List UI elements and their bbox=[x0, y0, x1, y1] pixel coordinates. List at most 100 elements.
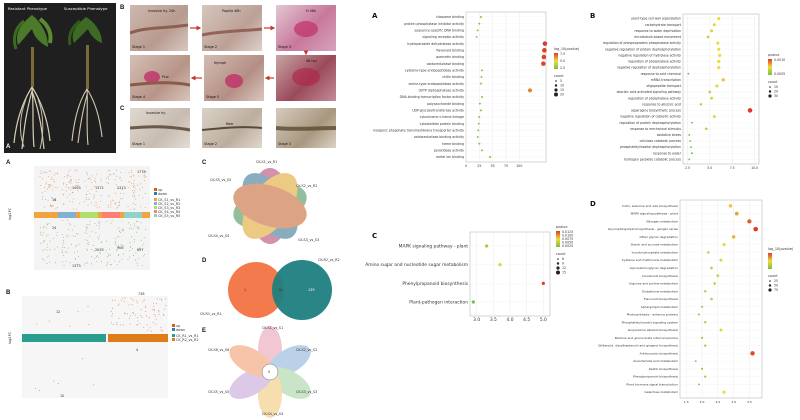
nymph-annotation: Nymph bbox=[214, 61, 227, 65]
stage-c1-image: Stage 1 Invasive hy. bbox=[130, 108, 190, 148]
volcano-a-point bbox=[78, 182, 80, 183]
volcano-a-point bbox=[128, 172, 130, 174]
volcano-a-point bbox=[72, 208, 74, 210]
volcano-b-point bbox=[142, 300, 144, 302]
volcano-b-point bbox=[81, 358, 83, 360]
volcano-b-point bbox=[122, 324, 124, 326]
volcano-a-point bbox=[47, 234, 49, 236]
volcano-a-point bbox=[43, 240, 45, 241]
volcano-b-point bbox=[160, 327, 162, 329]
volcano-a-point bbox=[76, 245, 78, 247]
volcano-a-point bbox=[94, 177, 96, 179]
volcano-a-point bbox=[97, 238, 99, 240]
volcano-a-point bbox=[86, 193, 87, 195]
volcano-b-point bbox=[146, 315, 148, 317]
volcano-a-point bbox=[133, 175, 135, 177]
volcano-a-point bbox=[111, 220, 113, 221]
dotplot-xtick: 5.0 bbox=[540, 317, 547, 323]
volcano-a-point bbox=[141, 186, 143, 188]
dotplot-point bbox=[541, 61, 546, 66]
volcano-a-point bbox=[105, 264, 107, 266]
dotplot-point bbox=[719, 258, 723, 262]
volcano-a-point bbox=[62, 194, 64, 196]
volcano-a-point bbox=[56, 235, 58, 236]
dotplot-size-dot bbox=[554, 92, 558, 97]
volcano-a-count-bottom-3: 906 bbox=[117, 246, 124, 250]
volcano-a-point bbox=[65, 251, 67, 253]
volcano-b-point bbox=[140, 309, 142, 311]
dotplot-colorbar bbox=[768, 253, 772, 269]
volcano-a-point bbox=[106, 256, 108, 258]
legend-b-down: down bbox=[172, 328, 198, 332]
volcano-a-point bbox=[94, 223, 96, 225]
volcano-a-point bbox=[115, 169, 117, 171]
stage-2-image: Stage 2 Papilla 48h bbox=[202, 5, 262, 51]
volcano-a-point bbox=[133, 202, 135, 204]
dotplot-size-value: 50 bbox=[774, 284, 778, 288]
volcano-a-point bbox=[129, 176, 131, 177]
volcano-a-point bbox=[132, 255, 134, 256]
dotplot-point bbox=[479, 109, 482, 112]
dotplot-category-label: Starch and sucrose metabolism bbox=[631, 243, 678, 247]
dotplot-category-label: mRNA transcription bbox=[651, 78, 681, 82]
volcano-a-point bbox=[46, 247, 48, 249]
volcano-a-point bbox=[144, 192, 146, 194]
volcano-b-point bbox=[36, 323, 38, 325]
dotplot-point bbox=[687, 72, 690, 75]
volcano-a-point bbox=[53, 181, 55, 183]
volcano-b-point bbox=[155, 318, 157, 320]
legend-b-up: up bbox=[172, 324, 198, 328]
dotplot-category-label: cytoskeletal protein binding bbox=[420, 122, 464, 126]
volcano-b-point bbox=[163, 313, 165, 315]
volcano-b-point bbox=[53, 380, 55, 382]
volcano-a-point bbox=[105, 250, 107, 252]
volcano-a-point bbox=[117, 235, 118, 237]
volcano-b-point bbox=[163, 314, 165, 316]
volcano-a-point bbox=[110, 222, 112, 224]
volcano-a-point bbox=[48, 187, 50, 189]
volcano-a-point bbox=[76, 233, 78, 235]
volcano-a-point bbox=[42, 234, 44, 236]
dotplot-point bbox=[728, 204, 733, 208]
volcano-a-point bbox=[137, 184, 138, 186]
volcano-b-point bbox=[129, 315, 131, 317]
volcano-a-point bbox=[140, 205, 142, 207]
dotplot-frame bbox=[682, 13, 760, 165]
dotplot-size-value: 30 bbox=[774, 94, 778, 98]
volcano-a-point bbox=[52, 178, 54, 180]
volcano-a-point bbox=[66, 252, 68, 254]
volcano-a-point bbox=[87, 190, 89, 192]
volcano-a-point bbox=[77, 263, 79, 265]
dotplot-category-label: Glutathione metabolism bbox=[642, 289, 678, 293]
volcano-a-point bbox=[41, 191, 43, 193]
volcano-a-point bbox=[98, 225, 100, 227]
volcano-a-point bbox=[142, 245, 143, 247]
stage-3-image: Stage 3 H 48h bbox=[276, 5, 336, 51]
volcano-a-count-bottom-2: 2023 bbox=[95, 248, 104, 252]
volcano-a-point bbox=[109, 205, 111, 207]
volcano-b-count-1: 738 bbox=[138, 292, 145, 296]
dotplot-category-label: signaling receptor activity bbox=[422, 35, 464, 39]
stage-c2-image: Stage 2 fiber bbox=[202, 108, 262, 148]
volcano-a-point bbox=[119, 198, 121, 200]
volcano-a-point bbox=[91, 249, 93, 250]
volcano-b-point bbox=[111, 322, 113, 324]
volcano-a-point bbox=[66, 236, 68, 238]
volcano-a-point bbox=[69, 224, 71, 226]
volcano-a-point bbox=[84, 231, 86, 233]
volcano-a-point bbox=[118, 201, 120, 203]
volcano-a-point bbox=[48, 176, 50, 177]
volcano-a-point bbox=[45, 235, 47, 237]
volcano-a-point bbox=[41, 199, 43, 201]
volcano-a-point bbox=[134, 207, 136, 209]
volcano-a-point bbox=[122, 245, 124, 247]
volcano-a-point bbox=[93, 250, 95, 252]
volcano-a-point bbox=[86, 227, 88, 229]
volcano-a-point bbox=[39, 231, 41, 233]
volcano-a-point bbox=[50, 204, 52, 206]
volcano-a-point bbox=[137, 264, 139, 266]
dotplot-panel-letter: B bbox=[590, 12, 595, 20]
dotplot-xtick: 25 bbox=[477, 164, 481, 168]
volcano-b-count-4: 10 bbox=[60, 394, 65, 398]
dotplot-size-value: 6 bbox=[562, 257, 564, 261]
